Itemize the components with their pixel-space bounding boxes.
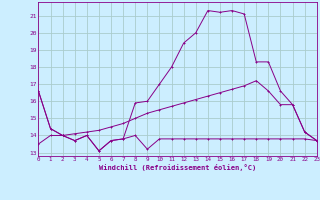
X-axis label: Windchill (Refroidissement éolien,°C): Windchill (Refroidissement éolien,°C) xyxy=(99,164,256,171)
